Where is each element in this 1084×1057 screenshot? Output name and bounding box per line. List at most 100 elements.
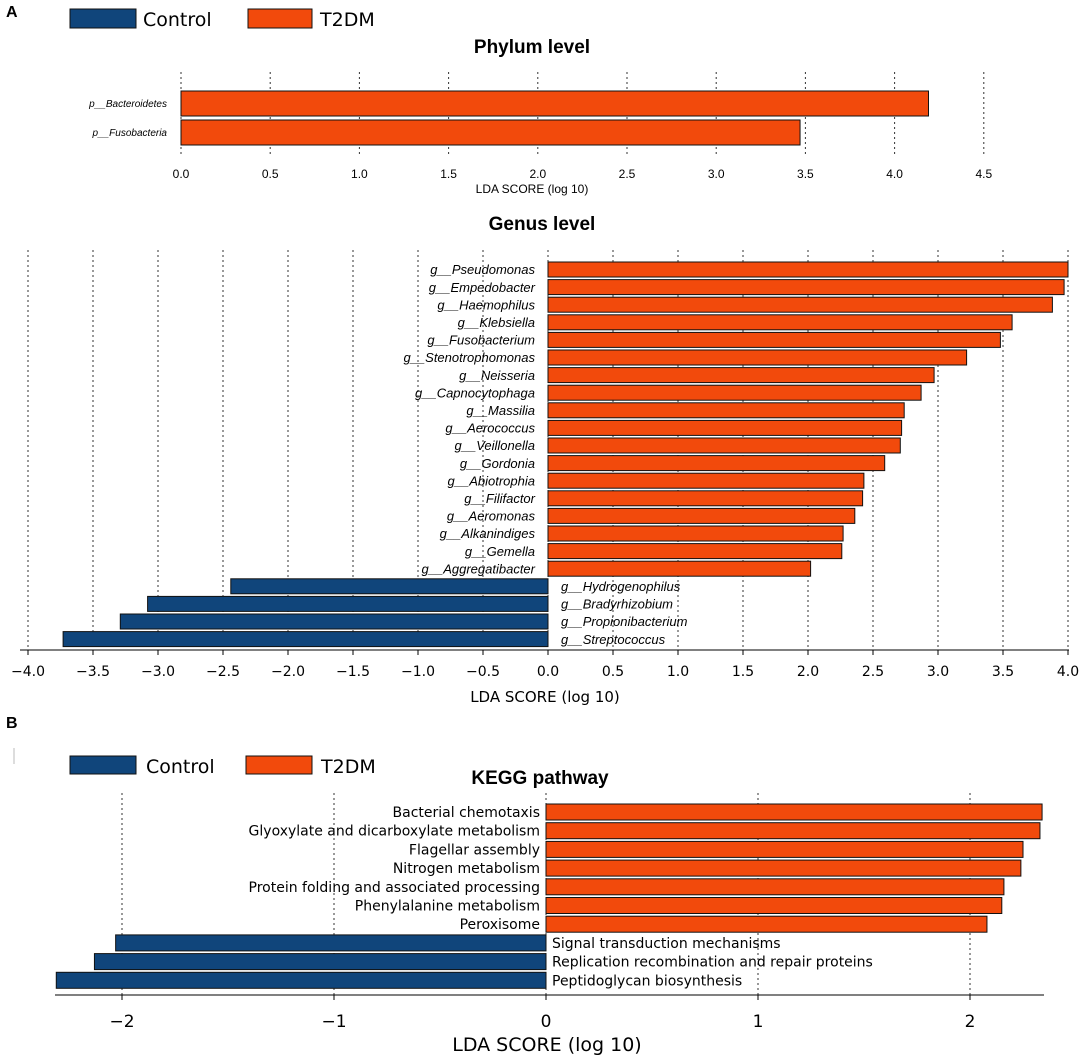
kegg-bar [545,803,1043,821]
genus-x-tick-label: −2.0 [271,664,305,680]
kegg-chart-title: KEGG pathway [471,768,609,789]
genus-category-label: g__Fusobacterium [427,333,535,348]
genus-bar [119,613,549,630]
phylum-x-tick-label: 3.5 [797,167,814,181]
genus-bar [547,437,901,454]
genus-x-tick-label: 2.5 [862,664,884,680]
kegg-bar [545,915,988,933]
genus-bar [547,349,968,366]
genus-category-label: g__Abiotrophia [448,473,535,488]
genus-x-tick-label: 3.0 [927,664,949,680]
kegg-x-tick-label: −1 [321,1012,346,1032]
genus-bar [547,525,844,542]
kegg-x-tick-label: 0 [541,1012,552,1032]
kegg-bar [93,953,547,971]
legend-b-control-swatch [69,755,137,775]
genus-bar [547,490,864,507]
genus-bar [147,595,549,612]
genus-x-tick-label: 1.5 [732,664,754,680]
genus-bar [230,578,549,595]
genus-bar [547,455,886,472]
kegg-bar [545,878,1005,896]
phylum-x-tick-label: 0.5 [262,167,279,181]
genus-category-label: g__Gemella [465,544,535,559]
kegg-x-tick-label: 1 [753,1012,764,1032]
genus-category-label: g__Bradyrhizobium [561,597,673,612]
phylum-x-tick-label: 1.0 [351,167,368,181]
genus-x-tick-label: −4.0 [11,664,45,680]
phylum-x-tick-label: 2.5 [619,167,636,181]
phylum-x-tick-label: 2.0 [529,167,546,181]
genus-bar [547,560,812,577]
genus-category-label: g__Alkanindiges [440,526,536,541]
genus-category-label: g__Hydrogenophilus [561,579,681,594]
kegg-x-tick-label: 2 [965,1012,976,1032]
genus-category-label: g__Capnocytophaga [415,385,535,400]
panel-a-letter: A [6,4,18,21]
genus-category-label: g__Stenotrophomonas [403,350,535,365]
genus-x-tick-label: −3.5 [76,664,110,680]
phylum-x-tick-label: 3.0 [708,167,725,181]
kegg-category-label: Protein folding and associated processin… [249,880,540,896]
genus-bar [547,402,905,419]
genus-category-label: g__Aeromonas [447,509,536,524]
legend-b-t2dm-label: T2DM [320,756,376,778]
genus-category-label: g__Veillonella [455,438,535,453]
kegg-bar [115,934,547,952]
genus-category-label: g__Gordonia [460,456,535,471]
genus-x-axis-label: LDA SCORE (log 10) [470,688,620,706]
genus-bar [547,296,1053,313]
legend-a: Control T2DM [69,8,375,31]
legend-b-control-label: Control [146,756,215,778]
legend-a-t2dm-label: T2DM [319,9,375,31]
genus-category-label: g__Pseudomonas [430,262,535,277]
phylum-bar [180,90,929,117]
kegg-bar [545,897,1003,914]
genus-x-tick-label: 3.5 [992,664,1014,680]
kegg-bar [545,822,1041,840]
kegg-category-label: Peptidoglycan biosynthesis [552,973,742,989]
phylum-category-label: p__Bacteroidetes [88,99,167,110]
genus-bar [547,331,1001,348]
genus-category-label: g__Filifactor [464,491,535,506]
genus-category-label: g__Neisseria [459,368,535,383]
kegg-category-label: Peroxisome [460,917,540,933]
genus-category-label: g__Empedobacter [429,280,536,295]
phylum-bar [180,119,801,146]
phylum-x-tick-label: 4.0 [886,167,903,181]
genus-bar [547,367,935,384]
genus-x-tick-label: 2.0 [797,664,819,680]
legend-b: Control T2DM [69,755,376,778]
kegg-category-label: Phenylalanine metabolism [355,899,540,915]
genus-x-tick-label: −1.5 [336,664,370,680]
kegg-category-label: Nitrogen metabolism [393,861,540,877]
legend-a-t2dm-swatch [247,8,313,29]
genus-bar [62,631,549,648]
genus-x-tick-label: 1.0 [667,664,689,680]
phylum-chart-title: Phylum level [474,37,590,58]
genus-x-tick-label: 4.0 [1057,664,1079,680]
genus-x-tick-label: 0.5 [602,664,624,680]
kegg-category-label: Flagellar assembly [409,842,540,858]
legend-a-control-swatch [69,8,137,29]
phylum-x-axis-label: LDA SCORE (log 10) [476,182,589,196]
genus-category-label: g__Aggregatibacter [422,561,536,576]
kegg-category-label: Signal transduction mechanisms [552,936,781,952]
genus-category-label: g__Streptococcus [561,632,666,647]
genus-x-tick-label: −1.0 [401,664,435,680]
genus-bar [547,279,1065,296]
kegg-x-tick-label: −2 [109,1012,134,1032]
genus-category-label: g__Propionibacterium [561,614,688,629]
kegg-x-axis-label: LDA SCORE (log 10) [452,1034,641,1056]
genus-bar [547,507,856,524]
genus-bar [547,314,1013,331]
phylum-x-tick-label: 0.0 [173,167,190,181]
genus-category-label: g__Klebsiella [458,315,535,330]
genus-x-tick-label: −0.5 [466,664,500,680]
genus-category-label: g__Haemophilus [437,297,535,312]
genus-x-tick-label: −3.0 [141,664,175,680]
kegg-category-label: Glyoxylate and dicarboxylate metabolism [249,824,540,840]
genus-bar [547,543,843,560]
phylum-category-label: p__Fusobacteria [92,128,168,139]
